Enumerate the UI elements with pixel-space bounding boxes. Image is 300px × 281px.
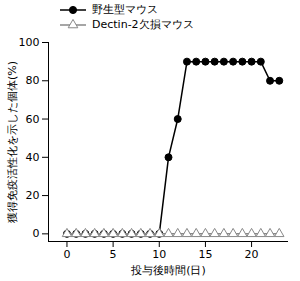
svg-text:投与後時間(日): 投与後時間(日) xyxy=(130,264,206,277)
svg-text:100: 100 xyxy=(19,36,40,49)
html-text:野生型マウス: 野生型マウス xyxy=(92,3,158,16)
svg-text:15: 15 xyxy=(198,248,212,261)
svg-text:獲得免疫活性化を示した個体(%): 獲得免疫活性化を示した個体(%) xyxy=(6,61,19,223)
svg-text:10: 10 xyxy=(152,248,166,261)
svg-text:60: 60 xyxy=(26,113,40,126)
svg-text:0: 0 xyxy=(63,248,70,261)
svg-text:40: 40 xyxy=(26,151,40,164)
svg-text:0: 0 xyxy=(33,227,40,240)
svg-text:20: 20 xyxy=(26,189,40,202)
svg-text:20: 20 xyxy=(245,248,259,261)
svg-text:80: 80 xyxy=(26,74,40,87)
html-text:Dectin-2欠損マウス: Dectin-2欠損マウス xyxy=(92,18,194,31)
svg-text:5: 5 xyxy=(110,248,117,261)
